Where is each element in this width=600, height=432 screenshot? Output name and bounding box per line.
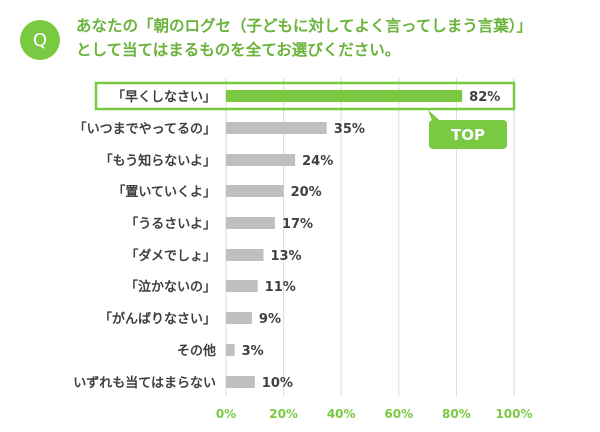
x-tick-label: 60% [384, 407, 413, 421]
bar [226, 185, 284, 197]
bar [226, 90, 463, 102]
x-tick-label: 40% [327, 407, 356, 421]
bar [226, 344, 235, 356]
value-label: 10% [262, 376, 293, 391]
top-badge-label: TOP [451, 126, 485, 144]
bar [226, 280, 258, 292]
value-label: 17% [282, 217, 313, 232]
highlight-frame [94, 81, 516, 111]
question-badge: Q [20, 20, 60, 60]
question-line-2: として当てはまるものを全てお選びください。 [76, 41, 401, 59]
value-label: 13% [270, 249, 301, 264]
value-label: 3% [242, 344, 264, 359]
value-label: 35% [334, 122, 365, 137]
bar [226, 376, 255, 388]
value-label: 82% [469, 90, 500, 105]
x-tick-label: 100% [495, 407, 532, 421]
category-label: いずれも当てはまらない [73, 375, 216, 391]
question-line-1: あなたの「朝のログセ（子どもに対してよく言ってしまう言葉）」 [76, 17, 533, 35]
bar [226, 217, 275, 229]
bar [226, 312, 252, 324]
value-label: 24% [302, 154, 333, 169]
x-tick-label: 0% [216, 407, 236, 421]
category-label: その他 [177, 343, 216, 359]
category-label: 「がんばりなさい」 [99, 311, 216, 327]
value-label: 20% [291, 185, 322, 200]
x-tick-label: 80% [442, 407, 471, 421]
category-label: 「置いていくよ」 [112, 184, 216, 200]
category-label: 「泣かないの」 [125, 279, 216, 295]
top-badge [429, 120, 507, 149]
value-label: 11% [265, 280, 296, 295]
category-label: 「うるさいよ」 [125, 216, 216, 232]
value-label: 9% [259, 312, 281, 327]
bar [226, 122, 327, 134]
category-label: 「いつまでやってるの」 [74, 121, 216, 137]
x-tick-label: 20% [269, 407, 298, 421]
category-label: 「早くしなさい」 [112, 89, 216, 105]
category-label: 「もう知らないよ」 [100, 153, 216, 169]
category-label: 「ダメでしょ」 [125, 248, 216, 264]
bar [226, 249, 264, 261]
bar [226, 154, 296, 166]
question-text: あなたの「朝のログセ（子どもに対してよく言ってしまう言葉）」 として当てはまるも… [76, 14, 586, 62]
